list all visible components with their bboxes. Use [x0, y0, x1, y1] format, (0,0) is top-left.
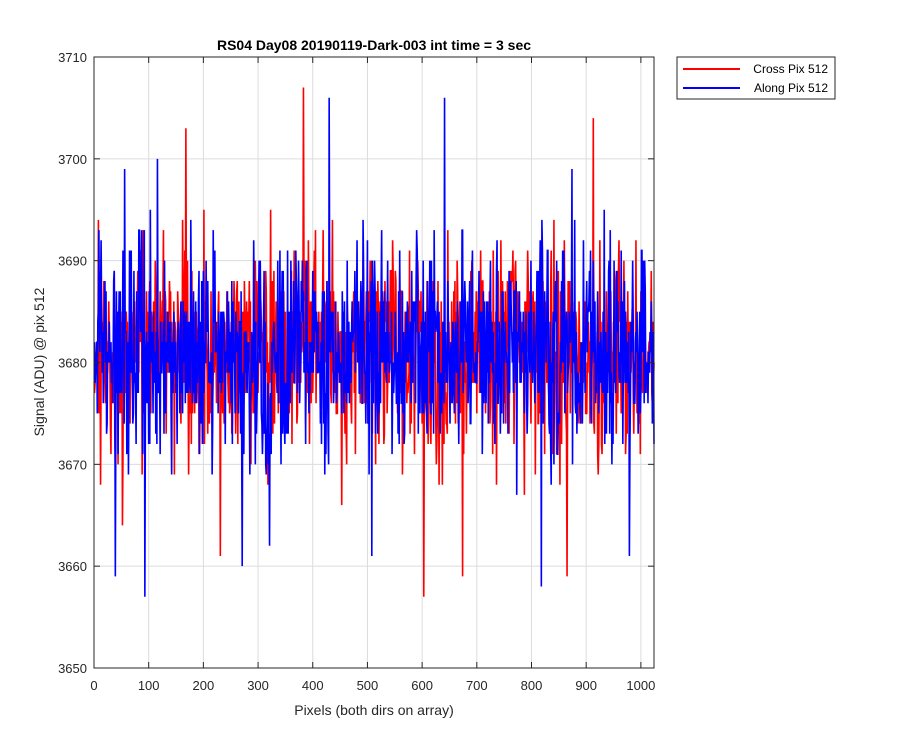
x-tick-label: 0: [90, 678, 97, 693]
legend[interactable]: Cross Pix 512 Along Pix 512: [676, 56, 836, 100]
y-tick-label: 3670: [58, 457, 87, 472]
x-tick-label: 500: [357, 678, 379, 693]
x-tick-label: 600: [411, 678, 433, 693]
x-tick-label: 100: [138, 678, 160, 693]
y-tick-label: 3710: [58, 50, 87, 65]
x-tick-label: 200: [193, 678, 215, 693]
x-tick-label: 900: [575, 678, 597, 693]
x-tick-label: 700: [466, 678, 488, 693]
y-tick-label: 3700: [58, 152, 87, 167]
x-tick-labels: 0 100 200 300 400 500 600 700 800 900 1000: [90, 678, 655, 693]
chart-title: RS04 Day08 20190119-Dark-003 int time = …: [217, 37, 531, 53]
ticks: [93, 56, 654, 669]
legend-box: [676, 56, 836, 100]
x-tick-label: 400: [302, 678, 324, 693]
x-axis-label: Pixels (both dirs on array): [294, 702, 454, 718]
x-tick-label: 300: [247, 678, 269, 693]
y-tick-label: 3680: [58, 356, 87, 371]
x-tick-label: 800: [521, 678, 543, 693]
x-tick-label: 1000: [626, 678, 655, 693]
series-line-along-pix: [93, 97, 655, 597]
y-tick-labels: 3650 3660 3670 3680 3690 3700 3710: [58, 50, 87, 676]
legend-label-along-pix: Along Pix 512: [754, 81, 828, 95]
legend-label-cross-pix: Cross Pix 512: [753, 62, 828, 76]
y-axis-label: Signal (ADU) @ pix 512: [31, 287, 47, 436]
series-layer: [93, 87, 655, 597]
y-tick-label: 3660: [58, 559, 87, 574]
y-tick-label: 3650: [58, 661, 87, 676]
y-tick-label: 3690: [58, 254, 87, 269]
